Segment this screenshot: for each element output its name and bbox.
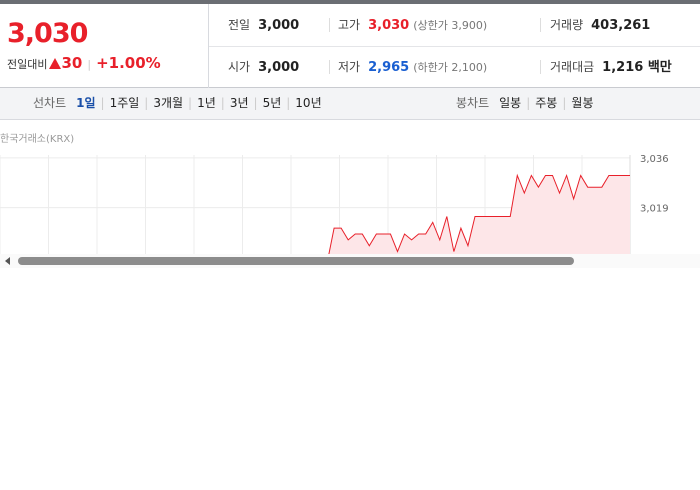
divider	[329, 60, 330, 74]
stat-note: (상한가 3,900)	[413, 19, 488, 32]
stat-label: 전일	[228, 18, 251, 32]
tab[interactable]: 1주일	[109, 96, 140, 110]
up-icon	[49, 58, 62, 69]
divider	[540, 18, 541, 32]
tab-group: 봉차트 일봉 | 주봉 | 월봉	[456, 96, 594, 110]
current-price: 3,030	[7, 18, 88, 49]
tab[interactable]: 주봉	[535, 96, 558, 110]
tab[interactable]: 1일	[76, 96, 96, 110]
area	[328, 175, 630, 254]
tab[interactable]: 5년	[262, 96, 282, 110]
line	[328, 173, 630, 254]
change-label: 전일대비	[7, 58, 48, 71]
stat-value: 1,216 백만	[602, 60, 672, 75]
stat-label: 고가	[338, 18, 361, 32]
price-summary: 3,030 전일대비 30 | +1.00% 전일 3,000 고가 3,030 (상한가 3…	[0, 0, 700, 88]
stat: 저가 2,965 (하한가 2,100)	[338, 46, 487, 88]
price-box: 3,030 전일대비 30 | +1.00%	[0, 4, 209, 88]
tab[interactable]: 3년	[229, 96, 249, 110]
stat-note: (하한가 2,100)	[413, 61, 488, 74]
stat-value: 3,000	[258, 18, 300, 33]
stats-row: 시가 3,000 저가 2,965 (하한가 2,100) 거래대금 1,216 백만	[209, 46, 700, 88]
stat: 전일 3,000	[228, 4, 299, 46]
scroll-left[interactable]	[5, 257, 10, 265]
stat-label: 시가	[228, 60, 251, 74]
chart-tabs: 선차트 1일 | 1주일 | 3개월 | 1년 | 3년 | 5년 | 10년 봉차트 일봉 | 주봉 | 월봉	[0, 88, 700, 120]
y-tick-label: 3,019	[640, 204, 669, 215]
stat: 거래량 403,261	[550, 4, 650, 46]
stat: 거래대금 1,216 백만	[550, 46, 672, 88]
tab[interactable]: 일봉	[499, 96, 522, 110]
stat-label: 저가	[338, 60, 361, 74]
chart: 3,002 3,019 3,036	[0, 155, 669, 254]
source: 한국거래소(KRX)	[0, 134, 75, 145]
tab[interactable]: 10년	[295, 96, 322, 110]
stat-label: 거래대금	[550, 60, 595, 74]
stat-value: 3,000	[258, 60, 300, 75]
tab-heading: 선차트	[33, 96, 67, 110]
stat-value: 403,261	[591, 18, 651, 33]
change-value: 30	[61, 54, 83, 72]
change: 전일대비 30 | +1.00%	[7, 54, 161, 72]
scroll-thumb[interactable]	[18, 257, 574, 265]
stats-row: 전일 3,000 고가 3,030 (상한가 3,900) 거래량 403,261	[209, 4, 700, 47]
tab-group: 선차트 1일 | 1주일 | 3개월 | 1년 | 3년 | 5년 | 10년	[33, 96, 322, 110]
stat-value: 3,030	[368, 18, 410, 33]
y-tick-label: 3,002	[640, 253, 669, 254]
tab[interactable]: 월봉	[571, 96, 594, 110]
divider	[540, 60, 541, 74]
stat-value: 2,965	[368, 60, 410, 75]
change-pct: +1.00%	[96, 54, 161, 72]
divider	[329, 18, 330, 32]
stat-label: 거래량	[550, 18, 584, 32]
tab-heading: 봉차트	[456, 96, 490, 110]
y-tick-label: 3,036	[640, 155, 669, 165]
tab[interactable]: 1년	[197, 96, 216, 110]
tab[interactable]: 3개월	[153, 96, 184, 110]
scrollbar[interactable]	[0, 254, 700, 268]
stat: 고가 3,030 (상한가 3,900)	[338, 4, 487, 46]
stat: 시가 3,000	[228, 46, 299, 88]
